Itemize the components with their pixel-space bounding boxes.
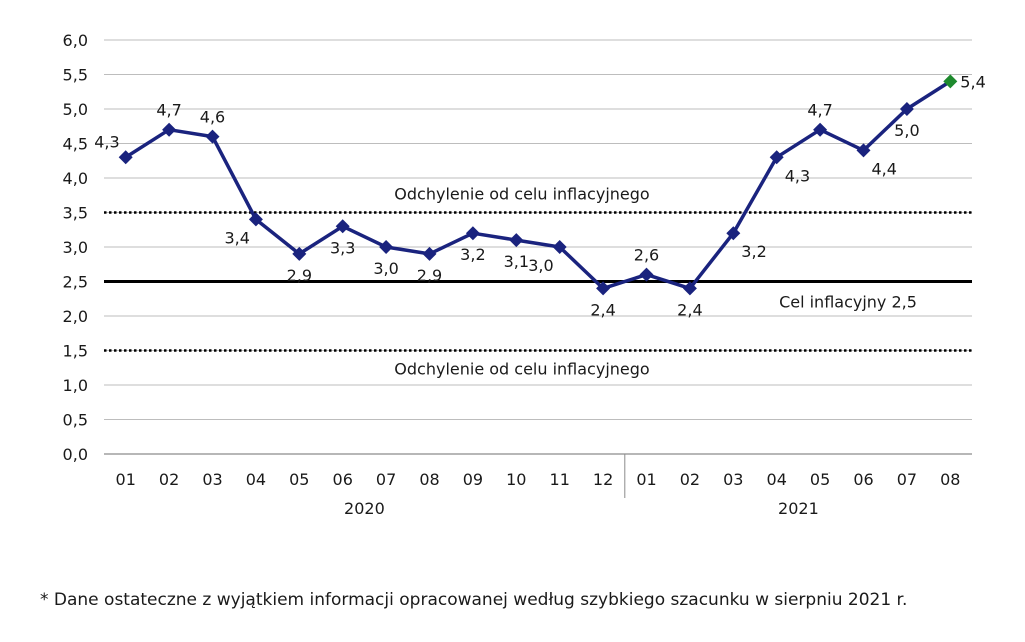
data-point <box>813 122 828 137</box>
x-tick-label: 01 <box>636 470 656 489</box>
data-label: 3,1 <box>504 252 529 271</box>
x-tick-label: 05 <box>289 470 309 489</box>
data-label: 4,4 <box>872 159 897 178</box>
target-line-label: Cel inflacyjny 2,5 <box>779 293 917 312</box>
data-point <box>943 74 958 89</box>
x-tick-label: 03 <box>202 470 222 489</box>
x-tick-label: 06 <box>333 470 353 489</box>
data-label: 3,2 <box>741 242 766 261</box>
y-tick-label: 5,0 <box>63 100 88 119</box>
data-label: 2,4 <box>590 300 615 319</box>
year-label: 2020 <box>344 499 385 518</box>
data-point <box>248 212 263 227</box>
data-label: 4,3 <box>94 132 119 151</box>
year-label: 2021 <box>778 499 819 518</box>
x-tick-label: 03 <box>723 470 743 489</box>
data-label: 3,0 <box>528 256 553 275</box>
data-point <box>682 281 697 296</box>
deviation-line-label: Odchylenie od celu inflacyjnego <box>394 360 649 379</box>
x-tick-label: 04 <box>246 470 266 489</box>
data-point <box>899 102 914 116</box>
data-label: 2,6 <box>634 246 659 265</box>
data-point <box>552 240 567 254</box>
y-tick-label: 0,0 <box>63 445 88 464</box>
data-point <box>162 122 177 137</box>
data-point <box>292 246 307 261</box>
y-tick-label: 0,5 <box>63 411 88 430</box>
x-tick-label: 09 <box>463 470 483 489</box>
data-point <box>856 143 871 158</box>
x-tick-label: 08 <box>419 470 439 489</box>
y-tick-label: 5,5 <box>63 66 88 85</box>
data-label: 2,4 <box>677 300 702 319</box>
data-label: 4,7 <box>156 101 181 120</box>
data-point <box>639 267 654 282</box>
x-tick-label: 02 <box>680 470 700 489</box>
series-line <box>124 79 952 291</box>
data-point <box>379 240 394 254</box>
data-point <box>726 226 741 241</box>
data-label: 4,7 <box>807 101 832 120</box>
data-label: 3,4 <box>224 228 249 247</box>
x-tick-label: 05 <box>810 470 830 489</box>
x-tick-label: 12 <box>593 470 613 489</box>
data-label: 3,3 <box>330 238 355 257</box>
x-tick-label: 08 <box>940 470 960 489</box>
data-label: 5,0 <box>894 121 919 140</box>
data-point <box>118 150 133 165</box>
y-tick-label: 1,5 <box>63 342 88 361</box>
data-point <box>596 281 611 296</box>
y-tick-label: 3,5 <box>63 204 88 223</box>
data-label: 4,3 <box>785 166 810 185</box>
data-point <box>335 219 350 234</box>
cpi-line-chart: 0,0 0,5 1,0 1,5 2,0 2,5 3,0 3,5 4,0 4,5 5,0 5,5 6,0 O… <box>63 31 986 518</box>
data-point <box>769 150 784 165</box>
y-tick-label: 2,0 <box>63 307 88 326</box>
y-tick-label: 1,0 <box>63 376 88 395</box>
data-point <box>465 226 480 241</box>
deviation-line-label: Odchylenie od celu inflacyjnego <box>394 185 649 204</box>
x-tick-label: 02 <box>159 470 179 489</box>
x-tick-label: 07 <box>897 470 917 489</box>
data-point <box>509 233 524 248</box>
y-tick-label: 3,0 <box>63 238 88 257</box>
data-label: 4,6 <box>200 108 225 127</box>
x-tick-label: 01 <box>116 470 136 489</box>
data-label: 5,4 <box>960 72 985 91</box>
y-tick-label: 4,5 <box>63 135 88 154</box>
y-tick-label: 4,0 <box>63 169 88 188</box>
data-label: 2,9 <box>287 266 312 285</box>
data-label: 3,2 <box>460 245 485 264</box>
y-tick-label: 6,0 <box>63 31 88 50</box>
data-point <box>205 129 220 144</box>
x-tick-label: 04 <box>767 470 787 489</box>
x-tick-label: 07 <box>376 470 396 489</box>
data-point <box>422 246 437 261</box>
y-tick-label: 2,5 <box>63 273 88 292</box>
data-label: 2,9 <box>417 266 442 285</box>
x-tick-label: 11 <box>550 470 570 489</box>
x-tick-label: 10 <box>506 470 526 489</box>
footnote: * Dane ostateczne z wyjątkiem informacji… <box>40 590 908 610</box>
x-tick-label: 06 <box>853 470 873 489</box>
data-label: 3,0 <box>373 259 398 278</box>
